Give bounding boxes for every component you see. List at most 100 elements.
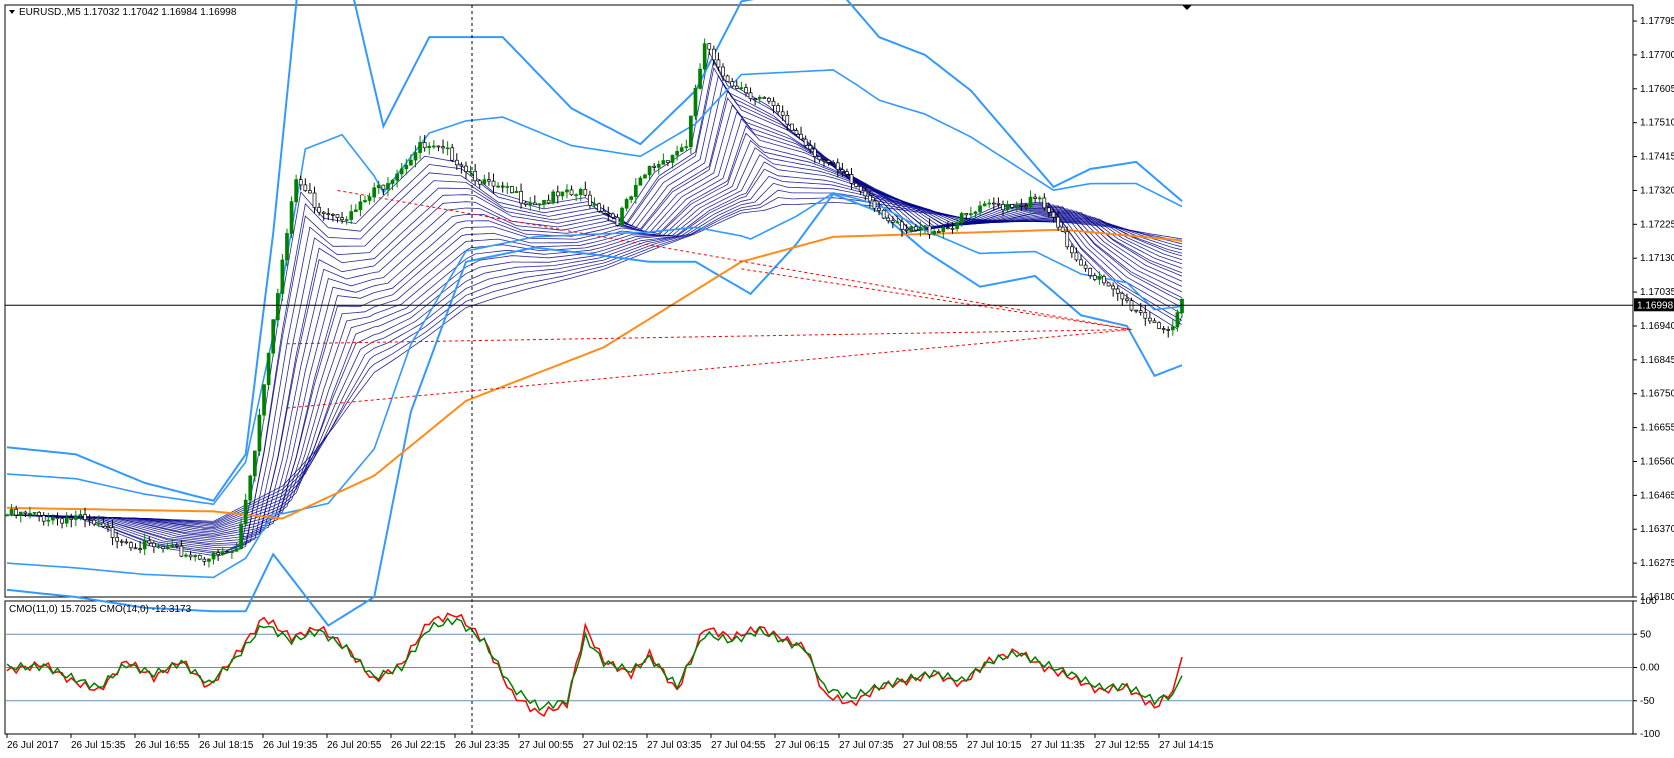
- candle-body: [372, 187, 377, 198]
- candle-body: [689, 115, 693, 147]
- candle-body: [959, 213, 964, 223]
- candle-body: [1005, 204, 1010, 211]
- time-tick-label: 26 Jul 15:35: [71, 740, 126, 751]
- candle-body: [913, 226, 918, 231]
- time-tick-label: 27 Jul 02:15: [583, 740, 638, 751]
- time-tick-label: 27 Jul 10:15: [967, 740, 1022, 751]
- ribbon-line: [7, 97, 1183, 545]
- candle-body: [932, 230, 936, 235]
- candle-body: [633, 184, 638, 198]
- candle-body: [28, 512, 32, 515]
- candle-body: [1079, 259, 1083, 266]
- trend-dashed-line: [337, 189, 1132, 331]
- candle-body: [9, 508, 14, 516]
- candle-body: [477, 180, 482, 185]
- candles: [5, 38, 1184, 568]
- current-price-label: 1.16998: [1637, 300, 1674, 311]
- candle-body: [803, 138, 808, 146]
- candle-body: [1092, 275, 1097, 280]
- candle-body: [1060, 226, 1065, 232]
- chart-header: EURUSD.,M5 1.17032 1.17042 1.16984 1.169…: [19, 7, 237, 18]
- ribbon-line: [7, 74, 1183, 551]
- candle-body: [1134, 309, 1138, 312]
- candle-body: [253, 450, 257, 477]
- candle-body: [271, 319, 276, 354]
- candle-body: [280, 259, 285, 294]
- candle-body: [794, 130, 799, 135]
- candle-body: [877, 207, 881, 211]
- time-tick-label: 27 Jul 04:55: [711, 740, 766, 751]
- candle-body: [854, 182, 858, 187]
- candle-body: [661, 160, 666, 165]
- candle-body: [1115, 288, 1120, 294]
- candle-body: [1065, 231, 1070, 248]
- time-tick-label: 27 Jul 00:55: [519, 740, 574, 751]
- price-tick-label: 1.17795: [1640, 16, 1674, 27]
- candle-body: [936, 230, 941, 233]
- candle-body: [858, 186, 863, 192]
- slow-moving-average: [6, 228, 1183, 520]
- price-tick-label: 1.16655: [1640, 423, 1674, 434]
- candle-body: [716, 59, 721, 68]
- price-panel-frame: [4, 4, 1634, 598]
- cmo-slow-line: [6, 617, 1183, 712]
- price-tick-label: 1.17605: [1640, 84, 1674, 95]
- candle-body: [321, 211, 326, 214]
- cmo-tick-label: -50: [1640, 696, 1655, 707]
- cmo-tick-label: 50: [1640, 629, 1652, 640]
- candle-body: [487, 179, 491, 182]
- candle-body: [266, 352, 271, 385]
- candle-body: [890, 220, 895, 223]
- candle-body: [900, 221, 904, 230]
- candle-body: [1051, 211, 1056, 218]
- candle-body: [546, 199, 551, 204]
- candle-body: [335, 214, 340, 219]
- chart-shift-marker-icon[interactable]: [1182, 5, 1192, 10]
- candle-body: [1106, 282, 1111, 287]
- candle-body: [569, 189, 574, 196]
- symbol-dropdown-icon[interactable]: [9, 10, 15, 14]
- candle-body: [565, 189, 569, 193]
- cmo-tick-label: 100: [1640, 596, 1657, 607]
- time-tick-label: 27 Jul 08:55: [903, 740, 958, 751]
- candle-body: [817, 156, 822, 160]
- candle-body: [23, 511, 28, 514]
- candle-body: [1097, 276, 1102, 280]
- candle-body: [946, 227, 950, 230]
- candle-body: [399, 168, 404, 175]
- candle-body: [767, 98, 771, 102]
- candle-body: [1138, 310, 1143, 313]
- candle-body: [1175, 312, 1180, 328]
- candle-body: [629, 196, 634, 200]
- candle-body: [37, 512, 41, 516]
- candle-body: [1019, 204, 1024, 207]
- candle-body: [872, 200, 877, 209]
- candle-body: [376, 184, 381, 189]
- time-tick-label: 26 Jul 19:35: [263, 740, 318, 751]
- candle-body: [51, 517, 55, 521]
- candle-body: [918, 227, 923, 231]
- candle-body: [955, 222, 959, 230]
- time-tick-label: 26 Jul 20:55: [327, 740, 382, 751]
- candle-body: [647, 165, 652, 176]
- candle-body: [542, 199, 546, 205]
- candle-body: [1074, 252, 1079, 261]
- cmo-lines: [6, 612, 1183, 717]
- candle-body: [1001, 204, 1005, 211]
- candle-body: [473, 170, 478, 182]
- candle-body: [1069, 246, 1074, 254]
- candle-body: [964, 213, 969, 216]
- time-tick-label: 26 Jul 22:15: [391, 740, 446, 751]
- candle-body: [496, 185, 500, 188]
- slow-ma-line: [6, 228, 1183, 520]
- candle-body: [138, 548, 142, 550]
- candle-body: [895, 221, 900, 224]
- price-tick-label: 1.17130: [1640, 253, 1674, 264]
- candle-body: [326, 213, 331, 215]
- candle-body: [666, 160, 670, 163]
- candle-body: [941, 227, 946, 232]
- bollinger-inner-upper: [6, 69, 1183, 506]
- candle-body: [1125, 298, 1129, 301]
